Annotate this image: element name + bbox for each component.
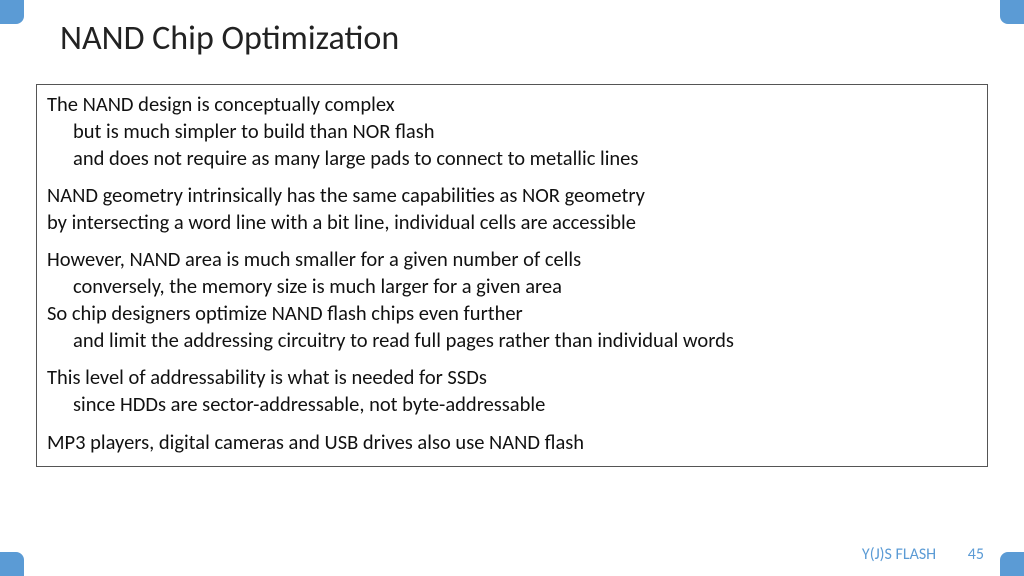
text-line: This level of addressability is what is …	[47, 364, 977, 391]
paragraph: The NAND design is conceptually complexb…	[47, 91, 977, 172]
text-line: However, NAND area is much smaller for a…	[47, 246, 977, 273]
corner-decor-tl	[0, 0, 24, 24]
text-line: MP3 players, digital cameras and USB dri…	[47, 429, 977, 456]
text-line: conversely, the memory size is much larg…	[47, 273, 977, 300]
footer-label: Y(J)S FLASH	[862, 545, 936, 564]
footer-page-number: 45	[968, 545, 984, 564]
paragraph: This level of addressability is what is …	[47, 364, 977, 418]
text-line: and does not require as many large pads …	[47, 145, 977, 172]
text-line: NAND geometry intrinsically has the same…	[47, 182, 977, 209]
corner-decor-br	[1000, 552, 1024, 576]
corner-decor-bl	[0, 552, 24, 576]
paragraph: However, NAND area is much smaller for a…	[47, 246, 977, 354]
text-line: So chip designers optimize NAND flash ch…	[47, 300, 977, 327]
paragraph: NAND geometry intrinsically has the same…	[47, 182, 977, 236]
text-line: since HDDs are sector-addressable, not b…	[47, 391, 977, 418]
text-line: but is much simpler to build than NOR fl…	[47, 118, 977, 145]
text-line: and limit the addressing circuitry to re…	[47, 327, 977, 354]
content-box: The NAND design is conceptually complexb…	[36, 84, 988, 467]
text-line: by intersecting a word line with a bit l…	[47, 209, 977, 236]
slide-footer: Y(J)S FLASH 45	[862, 545, 984, 564]
corner-decor-tr	[1000, 0, 1024, 24]
slide-title: NAND Chip Optimization	[60, 18, 399, 59]
paragraph: MP3 players, digital cameras and USB dri…	[47, 429, 977, 456]
text-line: The NAND design is conceptually complex	[47, 91, 977, 118]
